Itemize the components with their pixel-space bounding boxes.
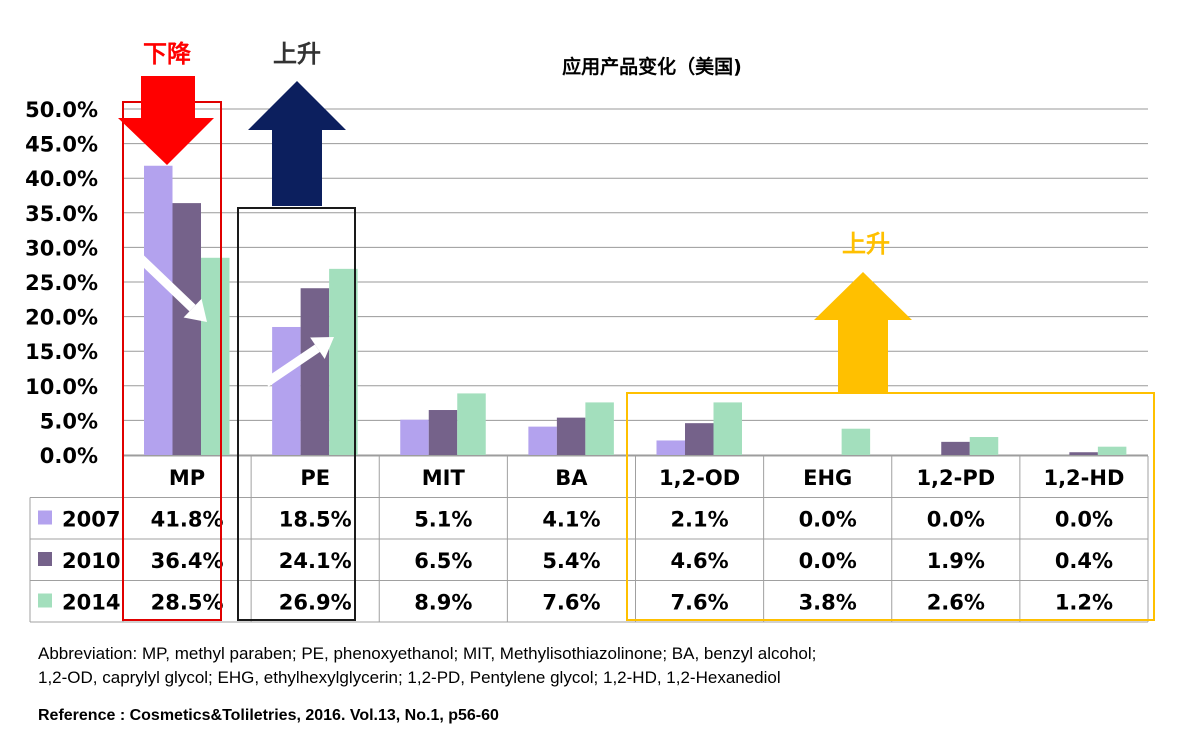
data-label: 1.9% — [927, 549, 985, 573]
data-label: 0.0% — [927, 508, 985, 532]
category-label: 1,2-PD — [916, 466, 995, 490]
data-label: 7.6% — [670, 591, 728, 615]
y-tick-label: 0.0% — [40, 444, 98, 468]
bar-2014-1,2-HD — [1097, 446, 1127, 455]
up-arrow-yellow — [814, 272, 912, 393]
bar-2007-MIT — [400, 419, 429, 455]
data-label: 0.4% — [1055, 549, 1113, 573]
bar-2007-PE — [272, 326, 301, 455]
data-label: 1.2% — [1055, 591, 1113, 615]
data-label: 26.9% — [279, 591, 352, 615]
y-tick-label: 5.0% — [40, 409, 98, 433]
data-label: 7.6% — [542, 591, 600, 615]
data-label: 5.1% — [414, 508, 472, 532]
legend-swatch-2007 — [38, 510, 52, 525]
data-label: 0.0% — [799, 508, 857, 532]
data-label: 8.9% — [414, 591, 472, 615]
bar-2014-1,2-OD — [713, 402, 742, 455]
data-label: 4.6% — [670, 549, 728, 573]
legend-label: 2010 — [62, 549, 120, 573]
bar-2014-MP — [201, 257, 230, 455]
y-tick-label: 40.0% — [25, 167, 98, 191]
chart-title: 应用产品变化（美国) — [562, 55, 742, 78]
bar-2010-PE — [300, 288, 330, 455]
bar-2007-1,2-OD — [656, 440, 685, 455]
data-label: 2.6% — [927, 591, 985, 615]
bar-2010-1,2-PD — [941, 441, 970, 455]
data-label: 3.8% — [799, 591, 857, 615]
annotation-increase-group: 上升 — [842, 230, 890, 258]
category-label: 1,2-HD — [1043, 466, 1124, 490]
y-tick-label: 20.0% — [25, 306, 98, 330]
category-label: BA — [555, 466, 588, 490]
abbreviation-line-2: 1,2-OD, caprylyl glycol; EHG, ethylhexyl… — [38, 668, 781, 687]
y-tick-label: 35.0% — [25, 202, 98, 226]
legend-label: 2007 — [62, 508, 120, 532]
data-label: 6.5% — [414, 549, 472, 573]
trend-arrow-up — [263, 337, 334, 387]
abbreviation-line-1: Abbreviation: MP, methyl paraben; PE, ph… — [38, 644, 817, 663]
trend-arrow-down — [133, 251, 207, 322]
trend-arrow-up-head — [310, 337, 334, 359]
bar-2010-BA — [556, 417, 586, 455]
data-label: 0.0% — [799, 549, 857, 573]
trend-arrow-up-shaft — [263, 344, 320, 387]
annotation-decrease: 下降 — [143, 40, 192, 68]
data-label: 0.0% — [1055, 508, 1113, 532]
y-tick-label: 50.0% — [25, 98, 98, 122]
y-tick-label: 45.0% — [25, 133, 98, 157]
bar-2010-MIT — [428, 410, 458, 455]
bar-2014-BA — [585, 402, 614, 455]
data-label: 36.4% — [151, 549, 224, 573]
y-axis: 0.0% 5.0% 10.0% 15.0% 20.0% 25.0% 30.0% 35.0% 40… — [25, 98, 124, 468]
y-tick-label: 25.0% — [25, 271, 98, 295]
bar-2007-BA — [528, 426, 557, 455]
data-table: MP PE MIT BA 1,2-OD EHG 1,2-PD 1,2-HD 2007 41.8% 1… — [29, 455, 1149, 623]
data-label: 41.8% — [151, 508, 224, 532]
bar-2014-EHG — [841, 428, 871, 455]
category-label: EHG — [803, 466, 852, 490]
category-label: PE — [300, 466, 330, 490]
data-label: 4.1% — [542, 508, 600, 532]
legend-swatch-2010 — [38, 552, 52, 566]
up-arrow-navy — [248, 81, 346, 206]
data-label: 2.1% — [670, 508, 728, 532]
trend-arrow-down-head — [183, 298, 207, 322]
bar-2014-PE — [329, 268, 358, 455]
data-label: 28.5% — [151, 591, 224, 615]
data-label: 5.4% — [542, 549, 600, 573]
reference-note: Reference : Cosmetics&Toliletries, 2016.… — [38, 707, 499, 724]
legend-label: 2014 — [62, 591, 120, 615]
bar-2010-1,2-HD — [1069, 452, 1098, 455]
highlight-box-increase — [237, 207, 356, 621]
y-tick-label: 15.0% — [25, 340, 98, 364]
bar-2014-1,2-PD — [969, 437, 999, 455]
y-tick-label: 10.0% — [25, 375, 98, 399]
annotation-increase: 上升 — [273, 40, 321, 68]
category-label: MIT — [422, 466, 466, 490]
data-label: 24.1% — [279, 549, 352, 573]
legend-swatch-2014 — [38, 593, 52, 608]
y-tick-label: 30.0% — [25, 236, 98, 260]
trend-arrow-down-shaft — [133, 251, 196, 312]
down-arrow-red — [118, 76, 214, 165]
category-label: MP — [169, 466, 205, 490]
category-label: 1,2-OD — [659, 466, 740, 490]
bar-2010-MP — [172, 203, 201, 455]
bar-2007-MP — [144, 165, 173, 455]
bar-2014-MIT — [457, 393, 486, 455]
data-label: 18.5% — [279, 508, 352, 532]
bar-2010-1,2-OD — [685, 423, 714, 455]
bars — [144, 165, 1127, 455]
highlight-box-increase-group — [626, 392, 1155, 621]
